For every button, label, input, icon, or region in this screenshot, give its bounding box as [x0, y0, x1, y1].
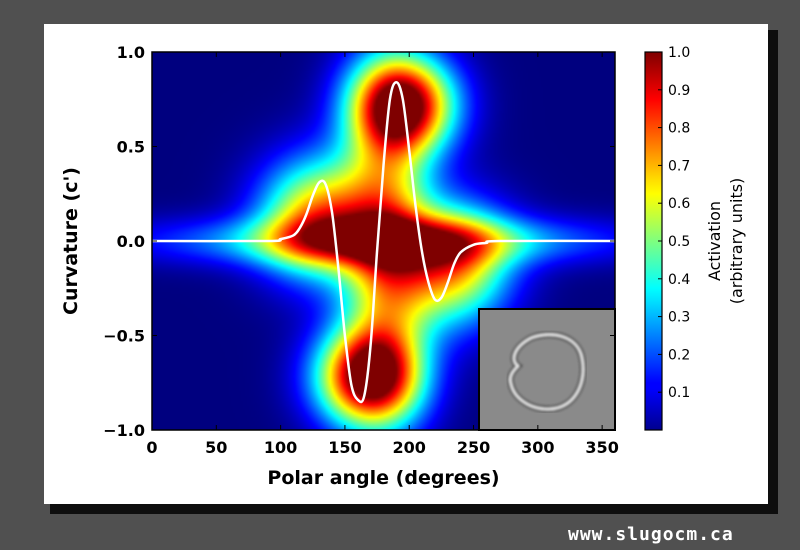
colorbar: 0.1 0.2 0.3 0.4 0.5 0.6 0.7 0.8 0.9 1.0 Activatio…	[644, 45, 746, 431]
x-tick-label: 100	[264, 438, 297, 457]
x-tick-label: 150	[328, 438, 361, 457]
x-tick-label: 50	[205, 438, 227, 457]
cell-outline-icon	[507, 331, 587, 413]
x-tick-label: 200	[393, 438, 426, 457]
colorbar-tick-label: 0.9	[668, 83, 690, 99]
y-tick-label: −1.0	[103, 421, 145, 440]
colorbar-tick-label: 0.7	[668, 158, 690, 174]
colorbar-label-line2: (arbitrary units)	[727, 178, 746, 305]
x-axis-label: Polar angle (degrees)	[267, 467, 499, 489]
colorbar-tick-label: 0.6	[668, 196, 690, 212]
x-tick-label: 250	[457, 438, 490, 457]
watermark-text: www.slugocm.ca	[568, 524, 734, 545]
y-tick-label: 0.0	[117, 232, 145, 251]
y-axis-ticks: −1.0 −0.5 0.0 0.5 1.0	[103, 43, 615, 440]
x-tick-label: 300	[521, 438, 554, 457]
curvature-curve	[152, 80, 615, 404]
y-tick-label: 0.5	[117, 138, 145, 157]
x-tick-label: 0	[146, 438, 157, 457]
figure-card: 0 50 100 150 200 250 300 350 −1.0 −0.5 0.0 0.5 1.0 …	[44, 24, 768, 504]
y-axis-label: Curvature (c')	[60, 167, 82, 315]
colorbar-tick-label: 0.2	[668, 347, 690, 363]
inset-panel	[478, 308, 616, 431]
x-tick-label: 350	[585, 438, 618, 457]
colorbar-tick-label: 0.1	[668, 385, 690, 401]
colorbar-tick-label: 0.5	[668, 234, 690, 250]
colorbar-tick-label: 0.4	[668, 272, 690, 288]
colorbar-tick-label: 0.3	[668, 310, 690, 326]
colorbar-label-line1: Activation	[705, 201, 724, 281]
curvature-curve-layer	[152, 80, 615, 404]
y-tick-label: −0.5	[103, 327, 145, 346]
curvature-chart: 0 50 100 150 200 250 300 350 −1.0−0.50.00.51.0 …	[60, 43, 746, 489]
colorbar-tick-label: 0.8	[668, 121, 690, 137]
x-axis-ticks: 0 50 100 150 200 250 300 350	[146, 52, 619, 457]
colorbar-ticks: 0.1 0.2 0.3 0.4 0.5 0.6 0.7 0.8 0.9 1.0	[658, 45, 690, 401]
colorbar-tick-label: 1.0	[668, 45, 690, 61]
y-tick-label: 1.0	[117, 43, 145, 62]
